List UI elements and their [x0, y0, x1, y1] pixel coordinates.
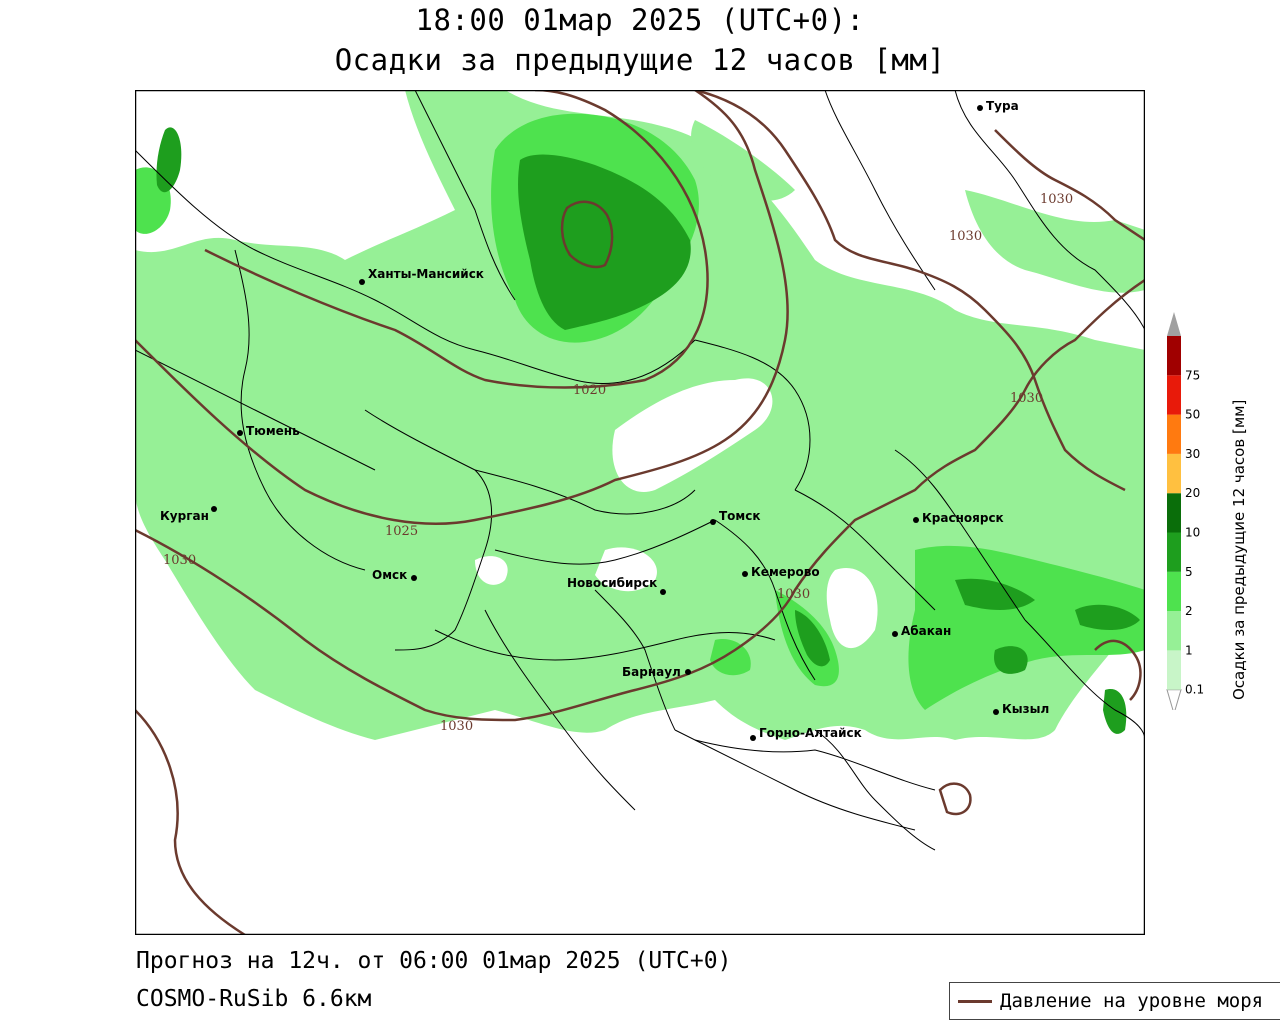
city-kyzyl: Кызыл	[1002, 702, 1049, 716]
map-title-variable: Осадки за предыдущие 12 часов [мм]	[334, 43, 946, 77]
colorbar-tick-label: 30	[1185, 447, 1200, 461]
city-markers	[211, 105, 999, 741]
city-khanty-mansiysk: Ханты-Мансийск	[368, 267, 484, 281]
city-tyumen: Тюмень	[246, 424, 300, 438]
pressure-legend: Давление на уровне моря	[949, 982, 1280, 1020]
isobar-label-1030-east: 1030	[1010, 391, 1043, 406]
colorbar-tick-label: 10	[1185, 526, 1200, 540]
isobar-label-1030-north: 1030	[949, 229, 982, 244]
model-name: COSMO-RuSib 6.6км	[136, 986, 372, 1012]
colorbar-max-arrow	[1167, 312, 1181, 336]
isobar-label-1030-west: 1030	[163, 553, 196, 568]
city-tura: Тура	[986, 99, 1019, 113]
isobar-label-1020: 1020	[573, 383, 606, 398]
colorbar-tick-label: 0.1	[1185, 683, 1204, 697]
colorbar-tick-label: 75	[1185, 368, 1200, 382]
isobars	[135, 90, 1145, 935]
colorbar-tick-label: 2	[1185, 604, 1193, 618]
colorbar-block	[1167, 571, 1181, 612]
pressure-line-swatch	[958, 1000, 992, 1003]
isobar-label-1030-northeast: 1030	[1040, 192, 1073, 207]
colorbar: 0.1 1 2 5 10 20 30 50 75	[1166, 312, 1204, 710]
city-kemerovo: Кемерово	[751, 565, 820, 579]
city-barnaul: Барнаул	[622, 665, 681, 679]
colorbar-block	[1167, 532, 1181, 572]
colorbar-block	[1167, 493, 1181, 533]
city-novosibirsk: Новосибирск	[567, 576, 657, 590]
colorbar-tick-label: 1	[1185, 643, 1193, 657]
colorbar-min-arrow	[1166, 689, 1182, 710]
isobar-label-1030-south: 1030	[440, 719, 473, 734]
region-borders	[135, 90, 1145, 851]
city-gorno-altaysk: Горно-Алтайск	[759, 726, 862, 740]
colorbar-tick-label: 20	[1185, 486, 1200, 500]
colorbar-tick-label: 50	[1185, 408, 1200, 422]
precipitation-heavy	[156, 127, 1140, 734]
isobar-label-1025: 1025	[385, 524, 418, 539]
map-title-time: 18:00 01мар 2025 (UTC+0):	[415, 3, 865, 37]
isobar-label-1030-kemerovo: 1030	[777, 587, 810, 602]
colorbar-block	[1167, 375, 1181, 415]
colorbar-title: Осадки за предыдущие 12 часов [мм]	[1230, 399, 1248, 700]
city-krasnoyarsk: Красноярск	[922, 511, 1004, 525]
colorbar-block	[1167, 611, 1181, 651]
precipitation-none-gaps	[310, 100, 878, 649]
colorbar-block	[1167, 336, 1181, 376]
city-kurgan: Курган	[160, 509, 209, 523]
city-omsk: Омск	[372, 568, 407, 582]
city-abakan: Абакан	[901, 624, 951, 638]
pressure-legend-label: Давление на уровне моря	[1000, 990, 1264, 1012]
colorbar-block	[1167, 414, 1181, 454]
colorbar-tick-label: 5	[1185, 565, 1193, 579]
precipitation-map: 1020 1025 1030 1030 1030 1030 1030 1030 …	[135, 90, 1145, 935]
colorbar-block	[1167, 453, 1181, 494]
colorbar-block	[1167, 650, 1181, 690]
city-tomsk: Томск	[719, 509, 761, 523]
forecast-info: Прогноз на 12ч. от 06:00 01мар 2025 (UTC…	[136, 948, 732, 974]
